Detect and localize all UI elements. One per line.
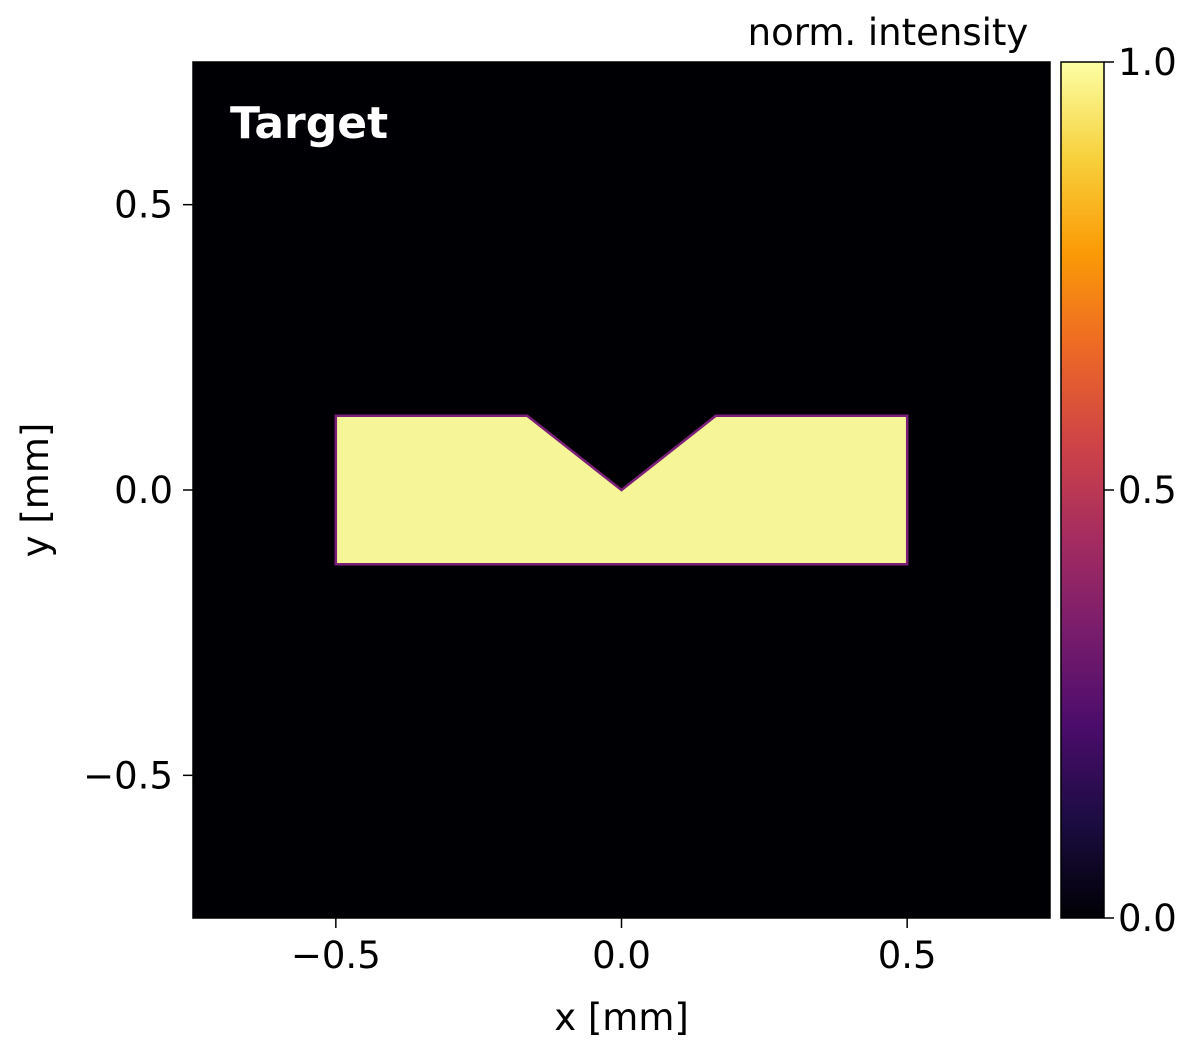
colorbar-tick-label: 1.0 — [1118, 41, 1177, 84]
y-tick-label: 0.0 — [114, 469, 173, 512]
target-shape — [334, 414, 909, 566]
colorbar-ticks: 0.0 0.5 1.0 — [1104, 41, 1177, 940]
x-tick-label: 0.5 — [878, 934, 937, 977]
colorbar: 0.0 0.5 1.0 norm. intensity — [748, 11, 1177, 940]
colorbar-gradient — [1060, 61, 1105, 919]
plot-area: Target — [192, 61, 1051, 919]
colorbar-tick-label: 0.5 — [1118, 469, 1177, 512]
y-tick-label: −0.5 — [83, 754, 173, 797]
x-axis-label: x [mm] — [554, 996, 689, 1039]
x-tick-label: 0.0 — [592, 934, 651, 977]
y-tick-label: 0.5 — [114, 184, 173, 227]
y-axis-label: y [mm] — [14, 423, 57, 558]
x-axis-ticks: −0.5 0.0 0.5 — [291, 918, 937, 977]
colorbar-tick-label: 0.0 — [1118, 897, 1177, 940]
y-axis-ticks: −0.5 0.0 0.5 — [83, 184, 193, 797]
x-tick-label: −0.5 — [291, 934, 381, 977]
panel-label: Target — [230, 98, 388, 149]
colorbar-label: norm. intensity — [748, 11, 1029, 54]
